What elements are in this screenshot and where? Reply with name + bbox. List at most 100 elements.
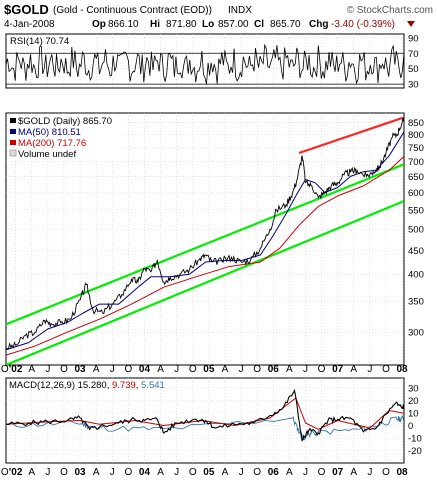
- x-tick-label: A: [350, 467, 357, 478]
- price-plot-area: [6, 116, 404, 365]
- x-tick-label: 03: [74, 364, 86, 375]
- x-tick-label: J: [110, 467, 115, 478]
- price-tick-label: 350: [408, 297, 424, 308]
- trend-line: [6, 163, 404, 326]
- x-tick-label: J: [174, 364, 179, 375]
- x-tick-label: 08: [397, 364, 409, 375]
- x-tick-label: 08: [397, 467, 409, 478]
- rsi-tick-label: 70: [408, 49, 419, 60]
- quote-row: Op 866.10 Hi 871.80 Lo 857.00 Cl 865.70 Chg -3.40…: [92, 19, 395, 30]
- x-tick-label: A: [222, 467, 229, 478]
- legend-swatch: [10, 129, 16, 134]
- x-tick-label: O: [60, 364, 68, 375]
- quote-item: Op 866.10: [92, 19, 139, 30]
- price-tick-label: 450: [408, 246, 424, 257]
- x-tick-label: O: [124, 364, 132, 375]
- x-tick-label: J: [45, 467, 50, 478]
- price-tick-label: 600: [408, 188, 424, 199]
- trend-line: [6, 200, 404, 365]
- x-tick-label: J: [110, 364, 115, 375]
- quote-value: 857.00: [218, 19, 249, 30]
- legend-entry: $GOLD (Daily) 865.70: [18, 116, 112, 127]
- rsi-title-bg: [8, 35, 96, 46]
- legend-entry: Volume undef: [18, 149, 76, 160]
- x-tick-label: O: [189, 364, 197, 375]
- quote-label: Cl: [254, 19, 264, 30]
- x-tick-label: A: [157, 467, 164, 478]
- rsi-tick-label: 90: [408, 33, 419, 44]
- macd-tick-label: 10: [408, 409, 419, 420]
- legend-swatch: [10, 118, 16, 123]
- x-tick-label: '02: [9, 364, 23, 375]
- ma200-line: [6, 156, 404, 356]
- quote-value: 871.80: [166, 19, 197, 30]
- quote-item: Chg -3.40 (-0.39%): [309, 19, 395, 30]
- macd-plot-area: [6, 388, 404, 442]
- price-tick-label: 400: [408, 270, 424, 281]
- x-tick-label: J: [367, 364, 372, 375]
- quote-value: 865.70: [270, 19, 301, 30]
- quote-label: Chg: [309, 19, 328, 30]
- quote-date: 4-Jan-2008: [4, 19, 55, 30]
- trend-line: [298, 116, 403, 155]
- x-tick-label: A: [286, 467, 293, 478]
- x-axis: O '02 A J O 03 A J O 04 A J O 05 A J O 06 A J O 07 A J O 08O '02 A J…: [1, 364, 408, 478]
- quote-item: Lo 857.00: [202, 19, 249, 30]
- price-tick-label: 650: [408, 172, 424, 183]
- x-tick-label: O: [318, 364, 326, 375]
- quote-value: 866.10: [108, 19, 139, 30]
- quote-item: Cl 865.70: [254, 19, 301, 30]
- rsi-line: [5, 43, 405, 85]
- x-tick-label: J: [239, 467, 244, 478]
- price-line: [6, 117, 404, 350]
- x-tick-label: O: [1, 364, 9, 375]
- macd-tick-label: 20: [408, 396, 419, 407]
- quote-label: Lo: [202, 19, 214, 30]
- x-tick-label: J: [239, 364, 244, 375]
- macd-line: [6, 388, 404, 442]
- x-tick-label: 07: [332, 467, 344, 478]
- x-tick-label: J: [367, 467, 372, 478]
- price-tick-label: 800: [408, 130, 424, 141]
- price-tick-label: 850: [408, 118, 424, 129]
- price-tick-label: 300: [408, 328, 424, 339]
- x-tick-label: J: [174, 467, 179, 478]
- x-tick-label: A: [93, 364, 100, 375]
- quote-label: Op: [92, 19, 106, 30]
- legend-swatch: [10, 140, 16, 145]
- x-tick-label: A: [222, 364, 229, 375]
- legend-entry: MA(50) 810.51: [18, 127, 81, 138]
- x-tick-label: 05: [203, 364, 215, 375]
- price-tick-label: 550: [408, 206, 424, 217]
- legend-swatch: [9, 149, 17, 157]
- macd-tick-label: -20: [408, 446, 422, 457]
- x-tick-label: A: [28, 364, 35, 375]
- macd-tick-label: 0: [408, 421, 413, 432]
- chart-exchange: INDX: [228, 5, 252, 16]
- rsi-tick-label: 30: [408, 80, 419, 91]
- price-tick-label: 700: [408, 157, 424, 168]
- x-tick-label: O: [60, 467, 68, 478]
- x-tick-label: O: [253, 467, 261, 478]
- x-tick-label: 05: [203, 467, 215, 478]
- x-tick-label: 06: [268, 364, 280, 375]
- x-tick-label: A: [350, 364, 357, 375]
- x-tick-label: A: [157, 364, 164, 375]
- x-tick-label: 07: [332, 364, 344, 375]
- x-tick-label: 03: [74, 467, 86, 478]
- x-tick-label: A: [286, 364, 293, 375]
- rsi-title: RSI(14) 70.74: [10, 36, 69, 47]
- down-triangle-icon: [407, 21, 415, 27]
- x-tick-label: 04: [139, 467, 151, 478]
- legend-entry: MA(200) 717.76: [18, 138, 86, 149]
- x-tick-label: J: [303, 364, 308, 375]
- quote-value: -3.40 (-0.39%): [331, 19, 395, 30]
- x-tick-label: O: [253, 364, 261, 375]
- quote-label: Hi: [150, 19, 160, 30]
- x-tick-label: '02: [9, 467, 23, 478]
- x-tick-label: O: [1, 467, 9, 478]
